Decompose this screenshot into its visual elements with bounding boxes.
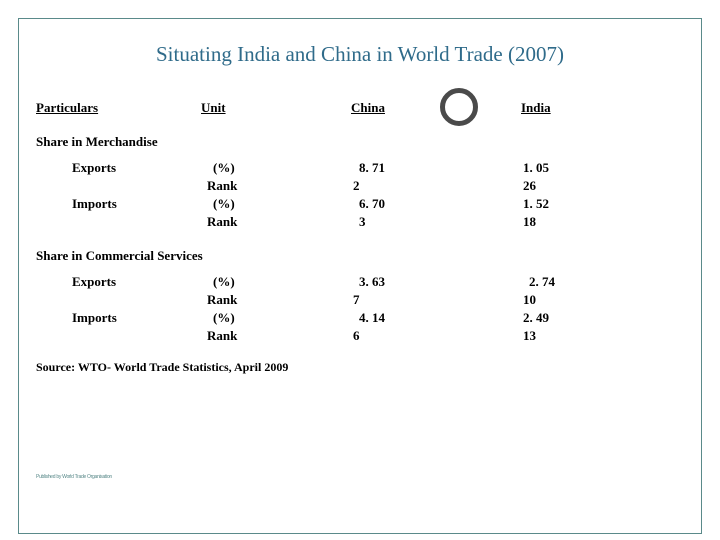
cell-particular: Exports (36, 274, 201, 290)
cell-unit: (%) (201, 310, 351, 326)
cell-unit: (%) (201, 196, 351, 212)
cell-unit: Rank (201, 292, 351, 308)
services-block: Exports (%) 3. 63 2. 74 Rank 7 10 Import… (36, 274, 684, 344)
cell-india: 10 (521, 292, 671, 308)
section-merchandise-label: Share in Merchandise (36, 134, 684, 150)
cell-particular (36, 292, 201, 308)
section-services-label: Share in Commercial Services (36, 248, 684, 264)
cell-india: 1. 52 (521, 196, 671, 212)
merchandise-block: Exports (%) 8. 71 1. 05 Rank 2 26 Import… (36, 160, 684, 230)
slide-title: Situating India and China in World Trade… (0, 42, 720, 67)
cell-unit: Rank (201, 214, 351, 230)
header-india: India (521, 100, 671, 116)
cell-india: 13 (521, 328, 671, 344)
source-citation: Source: WTO- World Trade Statistics, Apr… (36, 360, 684, 375)
table-row: Rank 6 13 (36, 328, 684, 344)
hollow-circle-shape (440, 88, 478, 126)
cell-china: 7 (351, 292, 521, 308)
cell-china: 6 (351, 328, 521, 344)
cell-particular (36, 178, 201, 194)
cell-particular: Exports (36, 160, 201, 176)
cell-unit: (%) (201, 160, 351, 176)
cell-india: 18 (521, 214, 671, 230)
cell-unit: Rank (201, 178, 351, 194)
cell-particular (36, 214, 201, 230)
cell-china: 3. 63 (351, 274, 521, 290)
cell-india: 26 (521, 178, 671, 194)
cell-unit: (%) (201, 274, 351, 290)
cell-india: 2. 74 (521, 274, 671, 290)
content-region: Particulars Unit China India Share in Me… (36, 100, 684, 375)
table-row: Exports (%) 8. 71 1. 05 (36, 160, 684, 176)
header-particulars: Particulars (36, 100, 201, 116)
cell-china: 3 (351, 214, 521, 230)
cell-india: 2. 49 (521, 310, 671, 326)
table-row: Rank 2 26 (36, 178, 684, 194)
cell-particular (36, 328, 201, 344)
cell-china: 4. 14 (351, 310, 521, 326)
cell-china: 8. 71 (351, 160, 521, 176)
header-unit: Unit (201, 100, 351, 116)
table-row: Imports (%) 4. 14 2. 49 (36, 310, 684, 326)
footer-microtext: Published by World Trade Organisation (36, 474, 112, 480)
cell-unit: Rank (201, 328, 351, 344)
table-row: Rank 3 18 (36, 214, 684, 230)
table-row: Exports (%) 3. 63 2. 74 (36, 274, 684, 290)
cell-india: 1. 05 (521, 160, 671, 176)
cell-particular: Imports (36, 310, 201, 326)
table-row: Rank 7 10 (36, 292, 684, 308)
table-header-row: Particulars Unit China India (36, 100, 684, 116)
header-china: China (351, 100, 521, 116)
cell-particular: Imports (36, 196, 201, 212)
cell-china: 2 (351, 178, 521, 194)
table-row: Imports (%) 6. 70 1. 52 (36, 196, 684, 212)
cell-china: 6. 70 (351, 196, 521, 212)
